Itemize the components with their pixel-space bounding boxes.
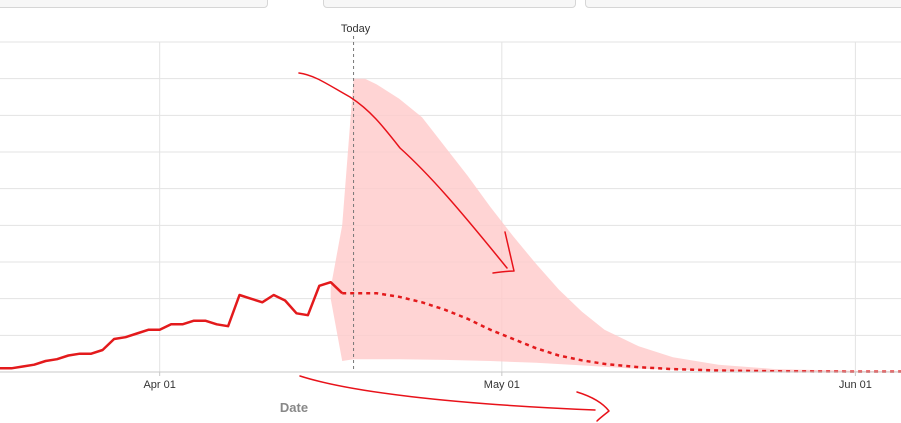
today-label: Today — [341, 23, 371, 35]
series-line-solid — [0, 280, 344, 370]
x-tick-label: Apr 01 — [143, 379, 175, 391]
x-tick-labels: Apr 01 May 01 Jun 01 — [143, 372, 872, 391]
x-tick-label: May 01 — [484, 379, 520, 391]
x-tick-label: Jun 01 — [839, 379, 872, 391]
grid-lines — [0, 41, 901, 372]
annotation-arrow-right-icon — [299, 375, 596, 411]
series-lines — [0, 280, 901, 373]
x-axis-title: Date — [280, 400, 308, 415]
top-tab-middle[interactable] — [323, 0, 576, 8]
series-line-dotted — [342, 291, 901, 373]
confidence-band — [330, 78, 901, 372]
annotation-arrowhead-right-icon — [576, 391, 610, 422]
hand-drawn-annotations — [298, 72, 610, 422]
annotation-arrow-down-icon — [298, 72, 508, 269]
annotation-arrowhead-down-icon — [492, 231, 515, 274]
top-tab-right[interactable] — [585, 0, 901, 8]
top-tab-left[interactable] — [0, 0, 268, 8]
